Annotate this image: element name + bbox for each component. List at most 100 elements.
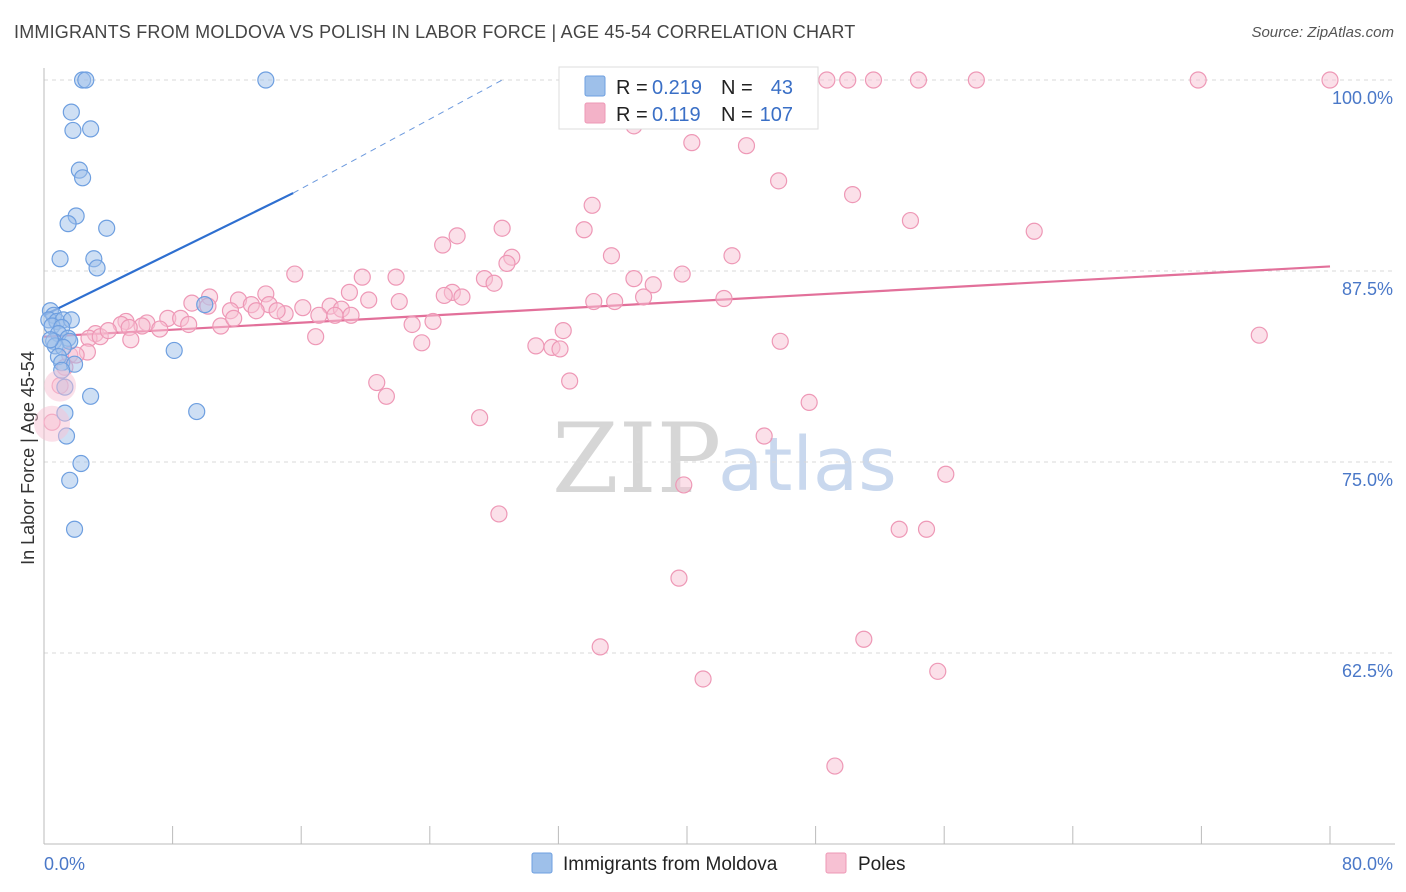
moldova-point <box>88 259 106 277</box>
moldova-point <box>77 71 95 89</box>
poles-point <box>625 270 643 288</box>
poles-point <box>493 219 511 237</box>
poles-point <box>1025 222 1043 240</box>
poles-point <box>937 465 955 483</box>
poles-point <box>585 292 603 311</box>
bottom-legend: Immigrants from Moldova Poles <box>531 852 906 875</box>
poles-point <box>591 638 609 656</box>
poles-point <box>670 569 688 587</box>
moldova-point <box>98 219 116 237</box>
moldova-trend-extension <box>292 79 503 194</box>
y-tick-labels: 100.0% 87.5% 75.0% 62.5% <box>1332 88 1393 681</box>
poles-point <box>901 211 920 230</box>
moldova-point <box>64 121 82 140</box>
poles-point <box>310 306 328 324</box>
poles-point <box>498 254 516 272</box>
bottom-legend-swatch <box>825 852 847 874</box>
poles-point-cluster <box>34 405 71 442</box>
moldova-point <box>165 341 183 360</box>
poles-point <box>390 292 408 311</box>
poles-point <box>122 331 140 349</box>
poles-point <box>268 302 286 320</box>
poles-point <box>403 315 421 334</box>
poles-point <box>737 137 756 155</box>
y-tick-label: 62.5% <box>1342 661 1393 681</box>
poles-point <box>864 71 883 89</box>
poles-point <box>342 306 360 324</box>
legend-r-value: 0.119 <box>652 104 701 126</box>
legend-swatch <box>584 102 606 124</box>
poles-point <box>1189 71 1207 89</box>
legend-r-label: R = <box>616 104 648 126</box>
moldova-point <box>62 103 80 121</box>
poles-point <box>644 276 662 294</box>
data-points <box>34 71 1339 775</box>
y-tick-label: 75.0% <box>1342 470 1393 490</box>
moldova-point <box>41 331 60 349</box>
poles-point <box>99 321 117 340</box>
poles-point <box>294 299 312 317</box>
legend-n-value: 107 <box>760 104 793 126</box>
poles-point <box>673 265 691 283</box>
moldova-point <box>59 215 77 233</box>
legend-r-label: R = <box>616 77 648 99</box>
poles-point <box>307 328 325 346</box>
poles-point <box>180 315 198 334</box>
poles-point <box>247 302 265 320</box>
poles-point <box>909 71 928 89</box>
poles-point <box>575 221 593 239</box>
poles-point <box>723 247 741 265</box>
moldova-point <box>196 296 214 314</box>
x-tick-label-min: 0.0% <box>44 854 85 874</box>
poles-point <box>485 274 503 292</box>
watermark: ZIP atlas <box>552 403 897 515</box>
poles-point <box>1250 326 1268 344</box>
moldova-point <box>61 471 79 489</box>
poles-point <box>353 268 371 286</box>
legend-n-value: 43 <box>771 77 793 99</box>
poles-point <box>151 320 169 338</box>
poles-point <box>527 337 545 355</box>
watermark-atlas: atlas <box>718 422 897 508</box>
poles-point <box>917 520 936 538</box>
gridlines <box>44 79 1395 654</box>
poles-point <box>453 288 471 306</box>
poles-point <box>715 289 733 308</box>
legend-swatch <box>584 75 606 97</box>
x-tick-label-max: 80.0% <box>1342 854 1393 874</box>
bottom-legend-label: Immigrants from Moldova <box>563 854 778 875</box>
poles-point <box>448 227 466 245</box>
moldova-point <box>82 387 100 405</box>
poles-point <box>326 306 344 324</box>
poles-point <box>471 409 489 427</box>
poles-point <box>435 286 453 305</box>
poles-point <box>583 196 601 214</box>
poles-point <box>967 71 985 89</box>
poles-point <box>551 340 569 358</box>
poles-point <box>434 236 452 254</box>
poles-point <box>387 268 405 286</box>
poles-point <box>634 288 653 306</box>
poles-point-cluster <box>44 369 77 402</box>
source-credit: Source: ZipAtlas.com <box>1251 24 1394 41</box>
poles-point <box>683 134 701 152</box>
poles-point <box>340 283 359 301</box>
poles-point <box>212 317 230 335</box>
poles-point <box>826 757 844 775</box>
y-tick-label: 87.5% <box>1342 279 1393 299</box>
bottom-legend-label: Poles <box>858 854 906 875</box>
poles-point <box>377 387 395 405</box>
watermark-zip: ZIP <box>552 403 721 515</box>
poles-point <box>929 662 947 680</box>
y-axis-label: In Labor Force | Age 45-54 <box>18 351 38 565</box>
moldova-point <box>51 250 69 268</box>
legend-n-label: N = <box>721 77 753 99</box>
moldova-point <box>73 169 92 187</box>
y-tick-label: 100.0% <box>1332 88 1393 108</box>
poles-point <box>855 630 873 648</box>
poles-point <box>606 292 624 311</box>
poles-point <box>225 309 243 327</box>
poles-point <box>694 670 712 688</box>
chart-title: IMMIGRANTS FROM MOLDOVA VS POLISH IN LAB… <box>14 22 856 42</box>
